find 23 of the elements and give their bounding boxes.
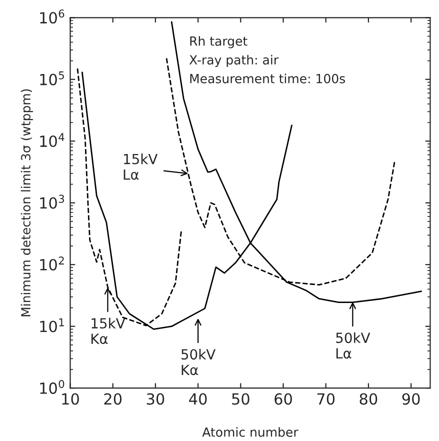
y-tick-label: 10$^{4}$ xyxy=(40,133,64,148)
x-tick-label: 30 xyxy=(146,393,164,405)
x-tick-label: 90 xyxy=(402,393,420,405)
x-tick-label: 20 xyxy=(104,393,122,405)
y-tick-label: 10$^{2}$ xyxy=(40,256,64,271)
x-tick-label: 10 xyxy=(62,393,79,405)
y-tick-label: 10$^{5}$ xyxy=(40,71,64,86)
y-axis-title: Minimum detection limit 3σ (wtppm) xyxy=(20,89,33,316)
x-tick-label: 80 xyxy=(360,393,378,405)
annotation: 50kV Lα xyxy=(336,332,370,359)
x-axis-title: Atomic number xyxy=(202,427,298,437)
x-tick-label: 70 xyxy=(317,393,335,405)
x-tick-label: 60 xyxy=(274,393,292,405)
annotation: 50kV Kα xyxy=(182,348,216,376)
y-tick-label: 10$^{3}$ xyxy=(40,194,64,209)
annotation: Rh target X-ray path: air Measurement time: 100s xyxy=(189,36,345,84)
annotation: 15kV Lα xyxy=(124,154,158,180)
y-tick-label: 10$^{6}$ xyxy=(40,10,64,24)
y-tick-label: 10$^{1}$ xyxy=(40,318,64,332)
x-tick-label: 40 xyxy=(189,393,207,405)
y-tick-label: 10$^{0}$ xyxy=(40,380,64,394)
annotation: 15kV Kα xyxy=(91,318,126,344)
x-tick-label: 50 xyxy=(232,393,250,405)
